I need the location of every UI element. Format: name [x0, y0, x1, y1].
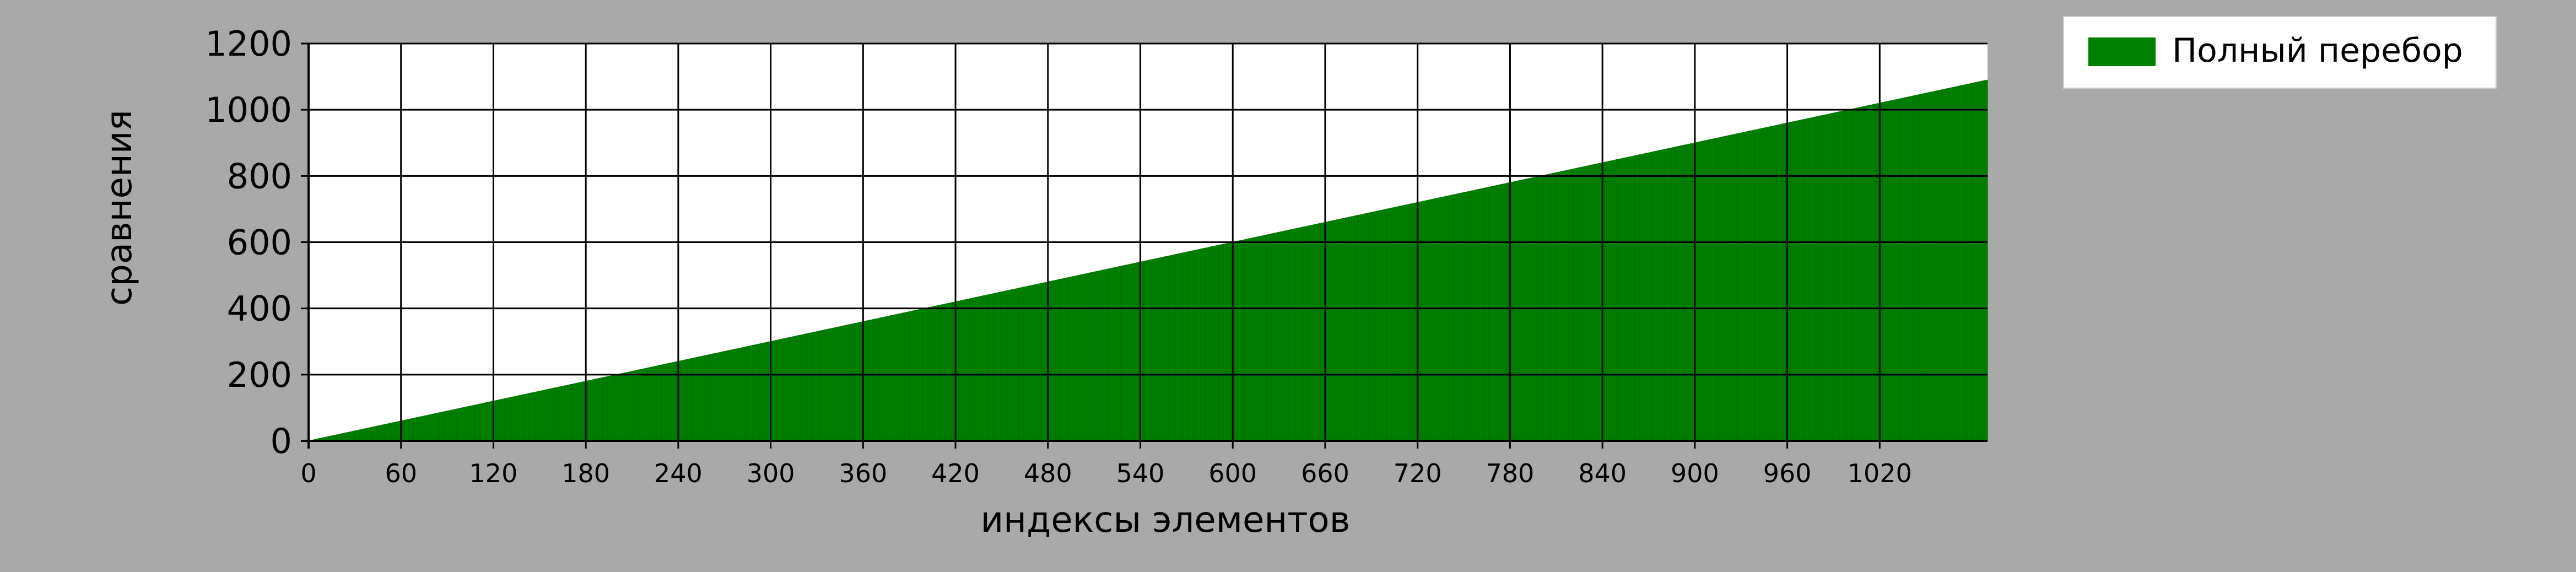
- x-tick-label: 540: [1116, 458, 1165, 488]
- y-tick-label: 1000: [205, 90, 292, 130]
- legend: Полный перебор: [2063, 16, 2497, 89]
- x-tick-label: 780: [1486, 458, 1535, 488]
- x-tick-labels: 0 60 120 180 240 300 360 420 480 540 600 660 720 780 8…: [300, 458, 1912, 488]
- x-tick-label: 120: [469, 458, 518, 488]
- axes: [301, 42, 1988, 449]
- y-tick-label: 400: [227, 289, 292, 329]
- y-tick-label: 1200: [205, 24, 292, 64]
- x-tick-label: 180: [561, 458, 610, 488]
- x-tick-label: 660: [1301, 458, 1349, 488]
- x-tick-label: 720: [1394, 458, 1442, 488]
- legend-swatch: [2088, 37, 2156, 66]
- x-tick-label: 420: [931, 458, 980, 488]
- x-tick-label: 300: [747, 458, 795, 488]
- y-tick-label: 600: [227, 223, 292, 263]
- x-tick-label: 240: [654, 458, 703, 488]
- x-axis-label: индексы элементов: [981, 500, 1351, 541]
- x-tick-label: 960: [1763, 458, 1812, 488]
- y-axis-label: сравнения: [99, 110, 140, 306]
- bar: [1985, 79, 1988, 441]
- y-tick-label: 0: [271, 421, 292, 461]
- x-tick-label: 1020: [1848, 458, 1912, 488]
- y-tick-label: 200: [227, 355, 292, 395]
- x-tick-label: 0: [300, 458, 316, 488]
- x-tick-label: 900: [1671, 458, 1719, 488]
- x-tick-label: 360: [839, 458, 887, 488]
- grid-lines: [307, 42, 1988, 442]
- x-tick-label: 480: [1024, 458, 1072, 488]
- y-tick-labels: 0 200 400 600 800 1000 1200: [205, 24, 292, 461]
- legend-label: Полный перебор: [2172, 31, 2463, 70]
- x-tick-label: 60: [385, 458, 417, 488]
- x-tick-label: 840: [1578, 458, 1627, 488]
- x-tick-label: 600: [1208, 458, 1257, 488]
- y-tick-label: 800: [227, 156, 292, 196]
